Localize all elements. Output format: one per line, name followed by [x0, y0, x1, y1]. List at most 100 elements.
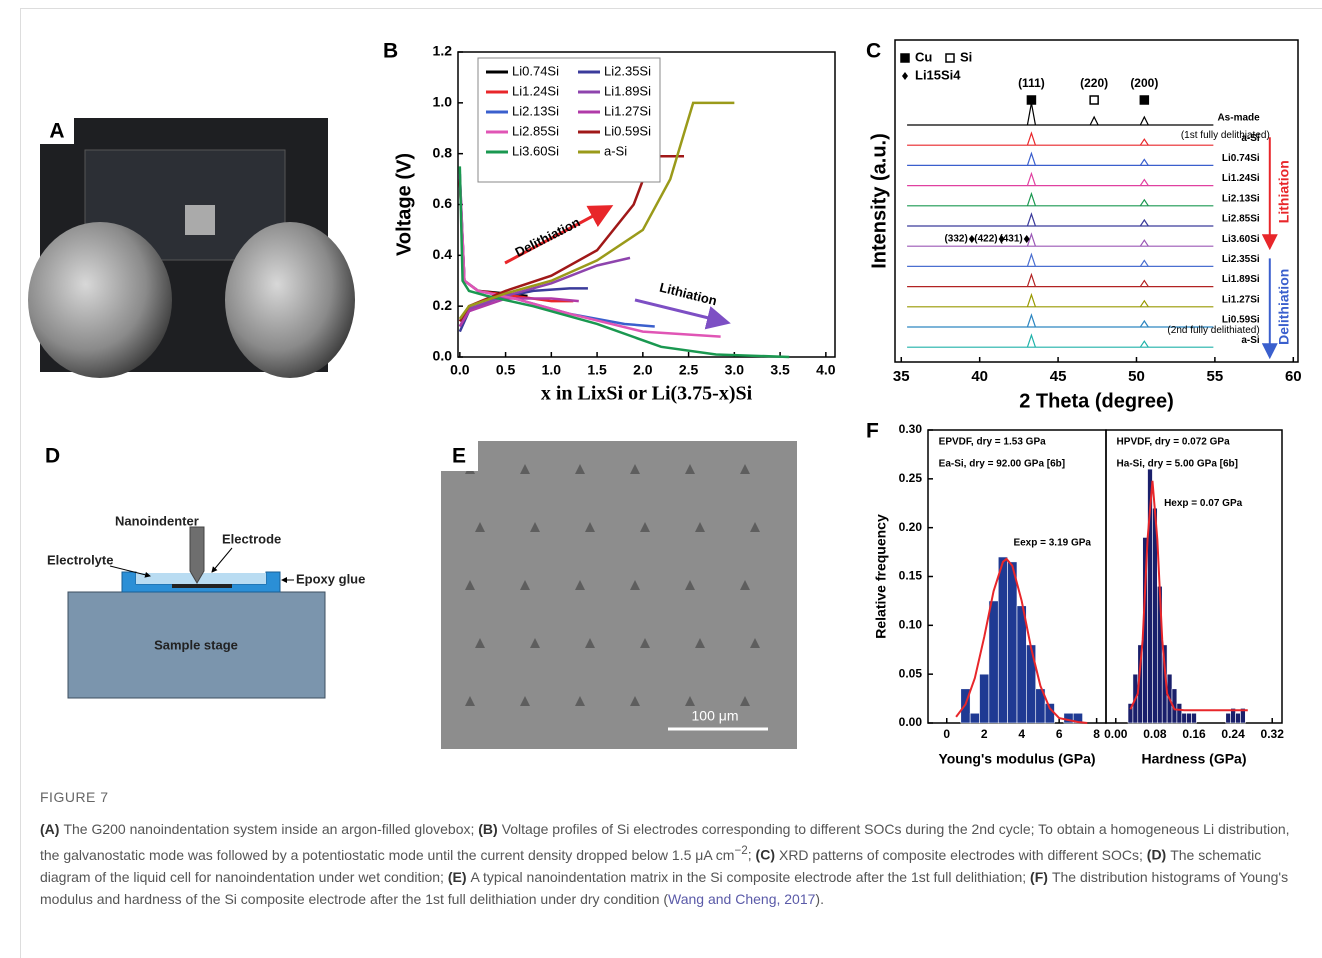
annotation-arrow — [634, 298, 731, 330]
peak — [1026, 313, 1036, 328]
annotation: Ha-Si, dry = 5.00 GPa [6b] — [1117, 459, 1238, 470]
y-axis-label: Voltage (V) — [393, 153, 415, 256]
annotation: EPVDF, dry = 1.53 GPa — [939, 437, 1046, 448]
x-tick-label: 1.0 — [542, 362, 562, 378]
peak — [1139, 198, 1149, 207]
x-tick-label: 45 — [1050, 368, 1067, 385]
diagram-label: Electrode — [222, 531, 281, 546]
label-box — [441, 441, 478, 471]
x-tick-label: 55 — [1207, 368, 1224, 385]
indent — [530, 638, 540, 648]
indent — [630, 464, 640, 474]
x-tick-label: 40 — [971, 368, 988, 385]
x-tick-label: 4 — [1018, 727, 1025, 741]
bar — [1181, 712, 1187, 724]
peak-label: (111) — [1018, 76, 1045, 90]
indent — [585, 638, 595, 648]
indent — [640, 522, 650, 532]
y-tick-label: 0.6 — [433, 195, 453, 211]
peak-marker — [1139, 95, 1150, 105]
x-tick-label: 6 — [1056, 727, 1063, 741]
ct: The schematic diagram of the liquid cell… — [40, 846, 1262, 885]
indent — [740, 464, 750, 474]
legend-label: Li2.35Si — [604, 63, 651, 78]
series-line — [458, 179, 528, 298]
legend-label: Li1.24Si — [512, 83, 559, 98]
peak-marker — [968, 235, 975, 243]
peak-label: (220) — [1080, 76, 1108, 90]
indent — [685, 464, 695, 474]
peak-label: (431) — [999, 234, 1022, 245]
caption-text: (A) The G200 nanoindentation system insid… — [40, 818, 1305, 910]
fit-curve — [1129, 480, 1248, 712]
indent — [630, 580, 640, 590]
x-tick-label: 0.08 — [1143, 727, 1167, 741]
pointer — [211, 547, 233, 573]
cl: (C) — [755, 846, 775, 863]
y-tick-label: 0.20 — [899, 520, 923, 534]
legend-box — [477, 57, 661, 183]
trace-label: Li1.24Si — [1222, 173, 1260, 184]
peak — [1139, 239, 1149, 247]
x-axis-label: Young's modulus (GPa) — [938, 751, 1095, 767]
peak — [1139, 218, 1149, 227]
tail: ). — [815, 890, 824, 907]
y-tick-label: 0.0 — [433, 348, 453, 364]
plot-frame — [894, 39, 1299, 363]
trace-label: Li3.60Si — [1222, 234, 1260, 245]
x-tick-label: 8 — [1093, 727, 1100, 741]
diagram-label: Electrolyte — [47, 552, 113, 567]
trace-label: Li2.13Si — [1222, 193, 1260, 204]
peak-marker — [1023, 235, 1030, 243]
peak — [1026, 102, 1037, 126]
x-tick-label: 0.0 — [450, 362, 470, 378]
annotation: Lithiation — [658, 280, 718, 309]
legend-label: Li1.27Si — [604, 103, 651, 118]
bar — [969, 712, 980, 724]
citation-link[interactable]: Wang and Cheng, 2017 — [668, 890, 816, 907]
x-tick-label: 0.5 — [496, 362, 516, 378]
indent — [685, 580, 695, 590]
peak-label: (332) — [944, 234, 967, 245]
bar — [1007, 561, 1018, 724]
x-axis-label: x in LixSi or Li(3.75-x)Si — [541, 383, 753, 405]
trace-label: a-Si — [1241, 335, 1260, 346]
indent — [695, 638, 705, 648]
legend-label: Si — [960, 49, 972, 64]
indent — [640, 638, 650, 648]
trace-label: Li1.27Si — [1222, 294, 1260, 305]
indent — [465, 696, 475, 706]
legend-symbol — [902, 72, 908, 80]
tail: ; — [747, 846, 752, 863]
annotation: Eexp = 3.19 GPa — [1013, 538, 1091, 549]
trace-label: Li2.35Si — [1222, 254, 1260, 265]
indent — [585, 522, 595, 532]
label-box — [40, 118, 74, 144]
diagram-label: Nanoindenter — [115, 513, 199, 528]
legend-label: Li2.85Si — [512, 123, 559, 138]
indent — [740, 696, 750, 706]
legend-symbol — [900, 53, 910, 63]
ct: XRD patterns of composite electrodes wit… — [778, 846, 1143, 863]
y-tick-label: 0.00 — [899, 715, 923, 729]
peak — [1026, 333, 1036, 348]
trace-label: Li2.85Si — [1222, 214, 1260, 225]
bar — [997, 556, 1008, 724]
fit-curve — [955, 557, 1088, 724]
indent — [575, 464, 585, 474]
x-tick-label: 2.5 — [679, 362, 699, 378]
indent — [475, 638, 485, 648]
x-axis-label: Hardness (GPa) — [1141, 751, 1246, 767]
bar — [1240, 708, 1246, 724]
sup: −2 — [734, 844, 748, 857]
x-tick-label: 0 — [943, 727, 950, 741]
peak — [1139, 138, 1149, 146]
peak — [1139, 158, 1149, 166]
x-tick-label: 35 — [893, 368, 910, 385]
legend-label: Li3.60Si — [512, 143, 559, 158]
diagram-label: Epoxy glue — [296, 571, 365, 586]
pointer — [109, 565, 151, 578]
x-tick-label: 0.24 — [1221, 727, 1245, 741]
side-label: Lithiation — [1275, 160, 1291, 223]
legend-label: Li0.59Si — [604, 123, 651, 138]
